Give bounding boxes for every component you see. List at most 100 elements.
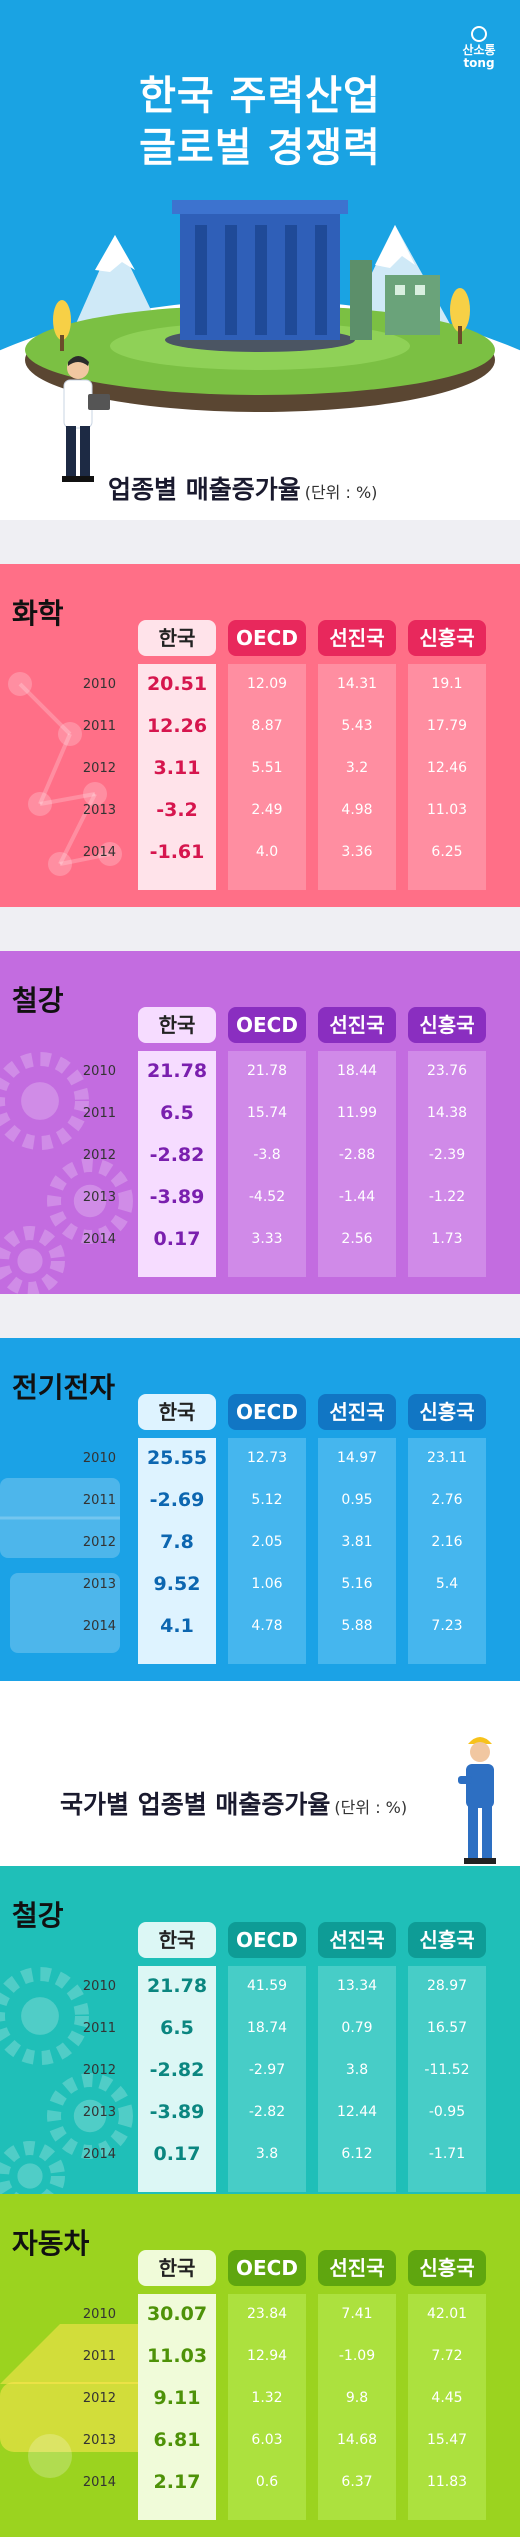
table-cell: 7.23 <box>431 1618 463 1634</box>
hero-banner: 산소통 tong 한국 주력산업 글로벌 경쟁력 <box>0 0 520 520</box>
column-body: 25.55 -2.69 7.8 9.52 4.1 <box>138 1438 216 1664</box>
table-cell: 12.73 <box>246 1450 288 1466</box>
year-label: 2013 <box>82 1577 116 1592</box>
table-cell: 0.6 <box>255 2474 279 2490</box>
table-cell: -1.22 <box>428 1189 466 1205</box>
table-cell: 2.76 <box>431 1492 463 1508</box>
table-cell: 1.06 <box>251 1576 283 1592</box>
table-cell: 0.17 <box>153 2143 201 2165</box>
table-cell: 42.01 <box>426 2306 468 2322</box>
year-label: 2010 <box>82 677 116 692</box>
column-header: 선진국 <box>318 2250 396 2286</box>
table-cell: 12.26 <box>146 715 208 737</box>
column-header: 선진국 <box>318 1394 396 1430</box>
table-cell: -0.95 <box>428 2104 466 2120</box>
person-illustration <box>62 356 110 482</box>
year-label: 2010 <box>82 1064 116 1079</box>
column-body: 23.84 12.94 1.32 6.03 0.6 <box>228 2294 306 2520</box>
table-cell: 12.09 <box>246 676 288 692</box>
column-body: 13.34 0.79 3.8 12.44 6.12 <box>318 1966 396 2192</box>
year-label: 2011 <box>82 1106 116 1121</box>
column-header: 신흥국 <box>408 2250 486 2286</box>
table-cell: 6.03 <box>251 2432 283 2448</box>
table-cell: 11.99 <box>336 1105 378 1121</box>
year-label: 2010 <box>82 2307 116 2322</box>
year-label: 2012 <box>82 2063 116 2078</box>
column-body: 20.51 12.26 3.11 -3.2 -1.61 <box>138 664 216 890</box>
table-cell: 6.37 <box>341 2474 373 2490</box>
column-emerging: 신흥국 19.1 17.79 12.46 11.03 6.25 <box>408 620 486 890</box>
table-cell: -1.61 <box>149 841 205 863</box>
section-steel-2: 철강 2010 2011 2012 2013 2014 한국 21.78 6.5 -2.82 -3.… <box>0 1866 520 2209</box>
table-cell: 7.72 <box>431 2348 463 2364</box>
table-cell: 12.46 <box>426 760 468 776</box>
table-cell: 23.11 <box>426 1450 468 1466</box>
table-cell: 12.94 <box>246 2348 288 2364</box>
table-cell: 3.8 <box>255 2146 279 2162</box>
year-label: 2012 <box>82 1535 116 1550</box>
table-cell: -3.89 <box>149 2101 205 2123</box>
column-header: 한국 <box>138 1007 216 1043</box>
table-cell: 15.74 <box>246 1105 288 1121</box>
board-decoration <box>0 1478 120 1653</box>
table-cell: -2.88 <box>338 1147 376 1163</box>
table-cell: -1.44 <box>338 1189 376 1205</box>
column-body: 12.73 5.12 2.05 1.06 4.78 <box>228 1438 306 1664</box>
table-cell: 6.12 <box>341 2146 373 2162</box>
table-cell: 16.57 <box>426 2020 468 2036</box>
year-label: 2011 <box>82 2349 116 2364</box>
column-body: 42.01 7.72 4.45 15.47 11.83 <box>408 2294 486 2520</box>
table-cell: -2.82 <box>149 1144 205 1166</box>
table-cell: 2.49 <box>251 802 283 818</box>
table-cell: 11.03 <box>146 2345 208 2367</box>
gear-decoration <box>0 1052 133 1294</box>
year-label: 2014 <box>82 2475 116 2490</box>
table-cell: 2.56 <box>341 1231 373 1247</box>
table-cell: 5.16 <box>341 1576 373 1592</box>
table-cell: 15.47 <box>426 2432 468 2448</box>
table-cell: 6.25 <box>431 844 463 860</box>
table-cell: 23.76 <box>426 1063 468 1079</box>
column-korea: 한국 21.78 6.5 -2.82 -3.89 0.17 <box>138 1007 216 1277</box>
year-label: 2014 <box>82 845 116 860</box>
column-header: 한국 <box>138 2250 216 2286</box>
column-body: 14.97 0.95 3.81 5.16 5.88 <box>318 1438 396 1664</box>
column-body: 21.78 15.74 -3.8 -4.52 3.33 <box>228 1051 306 1277</box>
table-cell: 3.36 <box>341 844 373 860</box>
column-emerging: 신흥국 23.11 2.76 2.16 5.4 7.23 <box>408 1394 486 1664</box>
table-cell: 3.81 <box>341 1534 373 1550</box>
column-header: 한국 <box>138 620 216 656</box>
year-label: 2010 <box>82 1979 116 1994</box>
table-cell: 11.03 <box>426 802 468 818</box>
column-oecd: OECD 12.73 5.12 2.05 1.06 4.78 <box>228 1394 306 1664</box>
table-cell: 4.98 <box>341 802 373 818</box>
section-steel: 철강 2010 2011 2012 2013 2014 한국 21.78 6.5 -2.82 -3.… <box>0 951 520 1294</box>
year-label: 2012 <box>82 2391 116 2406</box>
table-cell: 0.17 <box>153 1228 201 1250</box>
table-cell: 2.05 <box>251 1534 283 1550</box>
table-cell: 14.31 <box>336 676 378 692</box>
column-advanced: 선진국 7.41 -1.09 9.8 14.68 6.37 <box>318 2250 396 2520</box>
column-body: 19.1 17.79 12.46 11.03 6.25 <box>408 664 486 890</box>
table-cell: 7.8 <box>160 1531 194 1553</box>
table-cell: 5.88 <box>341 1618 373 1634</box>
page-title: 한국 주력산업 글로벌 경쟁력 <box>0 70 520 174</box>
table-cell: -1.71 <box>428 2146 466 2162</box>
section-title: 철강 <box>12 984 64 1017</box>
table-cell: 6.5 <box>160 1102 194 1124</box>
table-cell: -3.8 <box>253 1147 281 1163</box>
logo: 산소통 tong <box>456 26 502 70</box>
table-cell: 5.43 <box>341 718 373 734</box>
table-cell: 21.78 <box>146 1060 208 1082</box>
table-cell: 13.34 <box>336 1978 378 1994</box>
title-line-1: 한국 주력산업 <box>139 73 381 119</box>
column-header: 선진국 <box>318 1007 396 1043</box>
column-advanced: 선진국 14.31 5.43 3.2 4.98 3.36 <box>318 620 396 890</box>
table-cell: 14.97 <box>336 1450 378 1466</box>
table-cell: 0.79 <box>341 2020 373 2036</box>
column-body: 23.76 14.38 -2.39 -1.22 1.73 <box>408 1051 486 1277</box>
table-cell: 19.1 <box>431 676 463 692</box>
table-cell: -11.52 <box>424 2062 470 2078</box>
table-cell: -4.52 <box>248 1189 286 1205</box>
table-cell: 21.78 <box>146 1975 208 1997</box>
